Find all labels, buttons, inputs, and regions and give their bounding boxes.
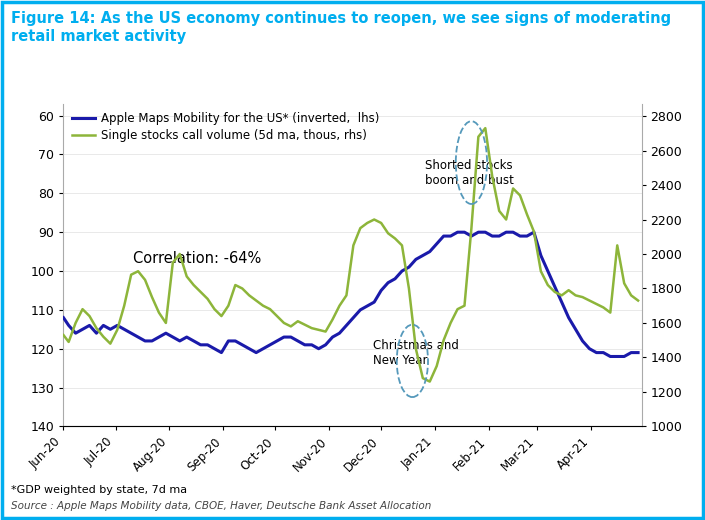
Legend: Apple Maps Mobility for the US* (inverted,  lhs), Single stocks call volume (5d : Apple Maps Mobility for the US* (inverte… — [69, 110, 382, 144]
Text: Correlation: -64%: Correlation: -64% — [133, 251, 261, 266]
Text: Source : Apple Maps Mobility data, CBOE, Haver, Deutsche Bank Asset Allocation: Source : Apple Maps Mobility data, CBOE,… — [11, 501, 431, 511]
Text: Christmas and
New Year: Christmas and New Year — [373, 340, 459, 367]
Text: *GDP weighted by state, 7d ma: *GDP weighted by state, 7d ma — [11, 485, 187, 495]
Text: Figure 14: As the US economy continues to reopen, we see signs of moderating
ret: Figure 14: As the US economy continues t… — [11, 11, 670, 44]
Text: Shorted stocks
boom and bust: Shorted stocks boom and bust — [424, 159, 514, 187]
